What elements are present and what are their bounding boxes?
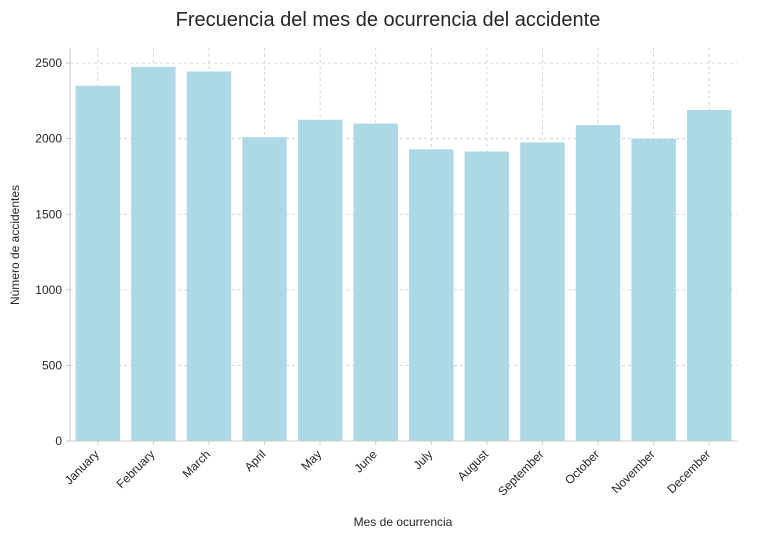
x-tick-label: May [298,447,324,473]
x-tick-label: November [609,447,658,496]
bar-february [131,66,176,442]
y-axis-label: Número de accidentes [8,185,22,305]
bar-december [686,109,732,441]
bar-may [297,119,343,441]
bar-march [186,71,232,442]
y-tick-label: 500 [42,358,62,372]
x-tick-label: December [664,447,713,496]
y-tick-label: 2000 [35,132,62,146]
x-tick-label: April [242,447,269,474]
bars-layer [75,66,732,442]
x-tick-label: February [114,447,158,491]
bar-october [575,125,621,441]
y-tick-label: 0 [55,434,62,448]
x-tick-label: June [352,447,381,476]
y-tick-label: 1000 [35,283,62,297]
chart-title: Frecuencia del mes de ocurrencia del acc… [176,9,601,31]
x-tick-label: September [495,447,546,498]
bar-june [353,123,398,442]
x-axis-label: Mes de ocurrencia [354,515,453,529]
x-tick-label: July [410,447,435,472]
bar-august [464,151,510,441]
x-tick-label: August [455,447,492,484]
y-tick-label: 2500 [35,56,62,70]
y-tick-labels: 0 500 1000 1500 2000 2500 [35,56,70,448]
bar-april [242,137,287,441]
bar-july [409,149,454,441]
bar-january [75,85,121,442]
x-tick-labels: January February March April May June July Augu… [62,441,713,499]
bar-september [520,142,565,441]
y-tick-label: 1500 [35,207,62,221]
x-tick-label: January [62,447,102,487]
x-tick-label: October [562,447,602,487]
x-tick-label: March [180,447,213,480]
bar-november [631,138,676,441]
